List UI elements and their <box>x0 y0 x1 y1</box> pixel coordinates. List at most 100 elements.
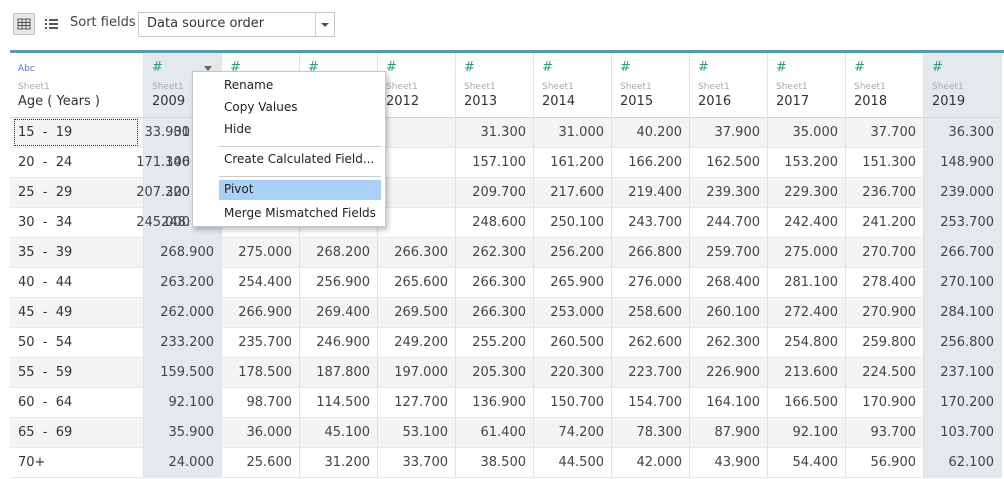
field-source: Sheet1 <box>854 80 886 94</box>
cell-value: 92.100 <box>793 426 839 440</box>
cell-value: 239.000 <box>940 186 994 200</box>
cell-value: 37.700 <box>871 126 917 140</box>
cell-value: 270.100 <box>940 276 994 290</box>
row-label: 50 - 54 <box>18 336 72 350</box>
cell-value: 35.000 <box>793 126 839 140</box>
cell-value: 61.400 <box>481 426 527 440</box>
cell-value: 162.500 <box>706 156 760 170</box>
cell-value: 43.900 <box>715 456 761 470</box>
cell-value: 266.700 <box>940 246 994 260</box>
cell-value: 223.700 <box>628 366 682 380</box>
cell-value: 255.200 <box>472 336 526 350</box>
cell-value: 44.500 <box>559 456 605 470</box>
cell-value: 263.200 <box>160 276 214 290</box>
cell-value: 269.400 <box>316 306 370 320</box>
cell-value: 275.000 <box>238 246 292 260</box>
cell-value: 93.700 <box>871 426 917 440</box>
table-cell[interactable] <box>378 208 456 238</box>
context-menu: Rename Copy Values Hide Create Calculated F… <box>192 71 386 227</box>
cell-value: 269.500 <box>394 306 448 320</box>
menu-item[interactable]: Hide <box>224 122 251 136</box>
row-label: 55 - 59 <box>18 366 72 380</box>
cell-value: 153.200 <box>784 156 838 170</box>
cell-value: 31.300 <box>481 126 527 140</box>
menu-item[interactable]: Rename <box>224 78 273 92</box>
field-source: Sheet1 <box>18 80 50 94</box>
cell-value: 45.100 <box>325 426 371 440</box>
field-type-icon: # <box>464 61 475 75</box>
field-name: 2009 <box>152 95 185 109</box>
cell-value: 154.700 <box>628 396 682 410</box>
field-source: Sheet1 <box>776 80 808 94</box>
field-name: 2017 <box>776 95 809 109</box>
field-source: Sheet1 <box>542 80 574 94</box>
cell-value: 256.900 <box>316 276 370 290</box>
cell-value: 33.700 <box>403 456 449 470</box>
menu-item[interactable]: Pivot <box>224 182 253 196</box>
field-source: Sheet1 <box>386 80 418 94</box>
cell-value: 266.800 <box>628 246 682 260</box>
cell-value: 207.300 <box>136 186 190 200</box>
field-name: 2014 <box>542 95 575 109</box>
cell-value: 272.400 <box>784 306 838 320</box>
cell-value: 270.700 <box>862 246 916 260</box>
row-label: 65 - 69 <box>18 426 72 440</box>
field-type-icon: # <box>932 61 943 75</box>
cell-value: 209.700 <box>472 186 526 200</box>
cell-value: 197.000 <box>394 366 448 380</box>
cell-value: 260.100 <box>706 306 760 320</box>
cell-value: 266.300 <box>394 246 448 260</box>
row-label: 30 - 34 <box>18 216 72 230</box>
cell-value: 237.100 <box>940 366 994 380</box>
cell-value: 187.800 <box>316 366 370 380</box>
cell-value: 98.700 <box>247 396 293 410</box>
cell-value: 235.700 <box>238 336 292 350</box>
table-cell[interactable] <box>378 118 456 148</box>
cell-value: 266.300 <box>472 306 526 320</box>
cell-value: 241.200 <box>862 216 916 230</box>
cell-value: 281.100 <box>784 276 838 290</box>
menu-item[interactable]: Copy Values <box>224 100 297 114</box>
cell-value: 74.200 <box>559 426 605 440</box>
cell-value: 266.900 <box>238 306 292 320</box>
cell-value: 276.000 <box>628 276 682 290</box>
cell-value: 171.300 <box>136 156 190 170</box>
cell-value: 37.900 <box>715 126 761 140</box>
table-cell[interactable] <box>378 178 456 208</box>
field-type-icon: # <box>620 61 631 75</box>
cell-value: 270.900 <box>862 306 916 320</box>
cell-value: 243.700 <box>628 216 682 230</box>
cell-value: 31.000 <box>559 126 605 140</box>
cell-value: 262.300 <box>706 336 760 350</box>
cell-value: 33.900 <box>145 126 191 140</box>
cell-value: 260.500 <box>550 336 604 350</box>
cell-value: 38.500 <box>481 456 527 470</box>
field-name: 2013 <box>464 95 497 109</box>
cell-value: 40.200 <box>637 126 683 140</box>
row-label: 35 - 39 <box>18 246 72 260</box>
cell-value: 262.600 <box>628 336 682 350</box>
menu-item[interactable]: Create Calculated Field... <box>224 152 374 166</box>
cell-value: 275.000 <box>784 246 838 260</box>
cell-value: 254.800 <box>784 336 838 350</box>
cell-value: 233.200 <box>160 336 214 350</box>
field-type-icon: # <box>386 61 397 75</box>
cell-value: 35.900 <box>169 426 215 440</box>
cell-value: 36.000 <box>247 426 293 440</box>
menu-item[interactable]: Merge Mismatched Fields <box>224 206 376 220</box>
table-cell[interactable] <box>378 148 456 178</box>
field-type-icon: # <box>542 61 553 75</box>
cell-value: 151.300 <box>862 156 916 170</box>
cell-value: 166.200 <box>628 156 682 170</box>
field-source: Sheet1 <box>464 80 496 94</box>
row-label: 40 - 44 <box>18 276 72 290</box>
cell-value: 268.400 <box>706 276 760 290</box>
cell-value: 250.100 <box>550 216 604 230</box>
cell-value: 178.500 <box>238 366 292 380</box>
field-type-icon: # <box>152 61 163 75</box>
cell-value: 248.600 <box>472 216 526 230</box>
field-source: Sheet1 <box>152 80 184 94</box>
cell-value: 259.700 <box>706 246 760 260</box>
field-type-icon: # <box>854 61 865 75</box>
